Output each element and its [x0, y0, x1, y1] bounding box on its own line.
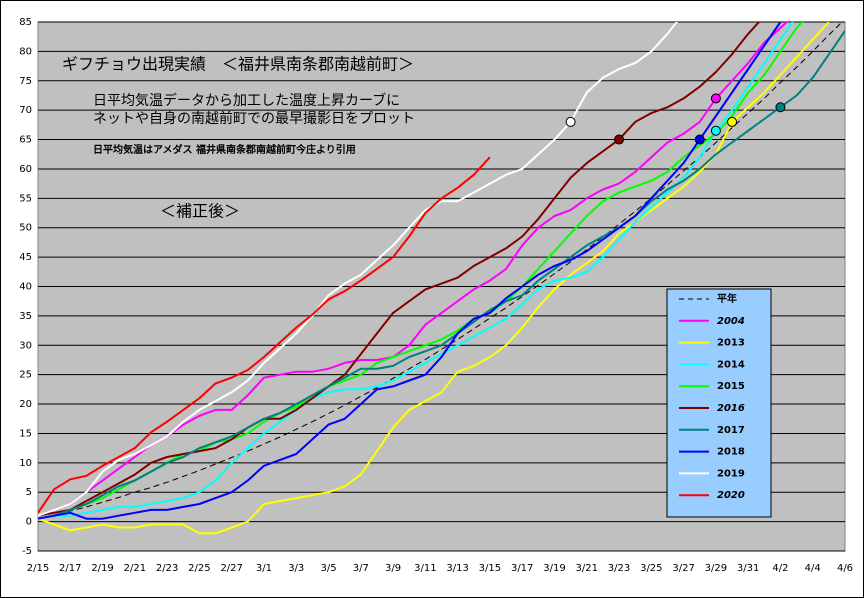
- chart-title: ギフチョウ出現実績 ＜福井県南条郡南越前町＞: [62, 55, 414, 74]
- x-tick-label: 2/15: [27, 563, 49, 574]
- x-tick-label: 2/17: [59, 563, 81, 574]
- x-tick-label: 2/25: [188, 563, 210, 574]
- legend-label: 2013: [717, 338, 745, 349]
- y-tick-label: 5: [26, 487, 32, 498]
- marker: [710, 125, 721, 136]
- x-tick-label: 4/4: [805, 563, 821, 574]
- legend-label: 2017: [717, 425, 745, 436]
- y-tick-label: 35: [19, 311, 32, 322]
- x-tick-label: 4/2: [772, 563, 788, 574]
- x-tick-label: 2/27: [220, 563, 242, 574]
- y-tick-label: 20: [19, 399, 32, 410]
- y-tick-label: 60: [19, 164, 32, 175]
- y-tick-label: 45: [19, 252, 32, 263]
- x-tick-label: 3/15: [479, 563, 501, 574]
- x-tick-label: 3/3: [288, 563, 304, 574]
- legend-label: 2004: [717, 316, 745, 327]
- x-tick-label: 3/17: [511, 563, 533, 574]
- y-tick-label: 40: [19, 282, 32, 293]
- x-tick-label: 3/1: [256, 563, 272, 574]
- y-tick-label: 30: [19, 340, 32, 351]
- series-line: [38, 22, 761, 517]
- legend-label: 2019: [717, 468, 745, 479]
- x-tick-label: 3/7: [353, 563, 369, 574]
- x-tick-label: 4/6: [837, 563, 853, 574]
- series-line: [38, 22, 782, 520]
- marker: [694, 134, 705, 145]
- legend-label: 2016: [717, 403, 745, 414]
- label: ＜補正後＞: [160, 202, 240, 221]
- marker: [565, 116, 576, 127]
- y-tick-label: 50: [19, 223, 32, 234]
- legend-label: 2014: [717, 359, 745, 370]
- x-tick-label: 3/29: [705, 563, 727, 574]
- series-line: [38, 22, 830, 535]
- x-tick-label: 2/19: [91, 563, 113, 574]
- y-tick-label: 10: [19, 458, 32, 469]
- legend-box: [666, 288, 772, 518]
- x-tick-label: 3/11: [414, 563, 436, 574]
- legend-label: 平年: [717, 292, 737, 305]
- x-tick-label: 2/21: [124, 563, 146, 574]
- marker: [775, 102, 786, 113]
- subtitle: ネットや自身の南越前町での最早撮影日をプロット: [93, 110, 415, 127]
- y-tick-label: 85: [19, 17, 32, 28]
- series-line: [38, 22, 794, 520]
- legend-label: 2018: [717, 447, 745, 458]
- x-tick-label: 3/25: [640, 563, 662, 574]
- marker: [727, 116, 738, 127]
- x-tick-label: 3/31: [737, 563, 759, 574]
- marker: [614, 134, 625, 145]
- y-tick-label: -5: [22, 546, 32, 557]
- legend-label: 2015: [717, 381, 745, 392]
- subtitle: 日平均気温データから加工した温度上昇カーブに: [93, 92, 400, 109]
- x-tick-label: 3/21: [576, 563, 598, 574]
- x-tick-label: 3/9: [385, 563, 401, 574]
- marker: [710, 93, 721, 104]
- x-tick-label: 3/13: [446, 563, 468, 574]
- y-tick-label: 70: [19, 105, 32, 116]
- x-tick-label: 2/23: [156, 563, 178, 574]
- x-tick-label: 3/19: [543, 563, 565, 574]
- y-tick-label: 25: [19, 370, 32, 381]
- note: 日平均気温はアメダス 福井県南条郡南越前町今庄より引用: [93, 143, 356, 156]
- x-tick-label: 3/23: [608, 563, 630, 574]
- x-tick-label: 3/5: [320, 563, 336, 574]
- y-tick-label: 65: [19, 135, 32, 146]
- y-tick-label: 55: [19, 193, 32, 204]
- legend-label: 2020: [717, 490, 745, 501]
- series-line: [38, 22, 678, 517]
- y-tick-label: 0: [26, 517, 32, 528]
- series-line: [38, 156, 491, 514]
- y-tick-label: 15: [19, 428, 32, 439]
- y-tick-label: 75: [19, 76, 32, 87]
- x-tick-label: 3/27: [672, 563, 694, 574]
- y-tick-label: 80: [19, 46, 32, 57]
- series-line: [38, 30, 845, 520]
